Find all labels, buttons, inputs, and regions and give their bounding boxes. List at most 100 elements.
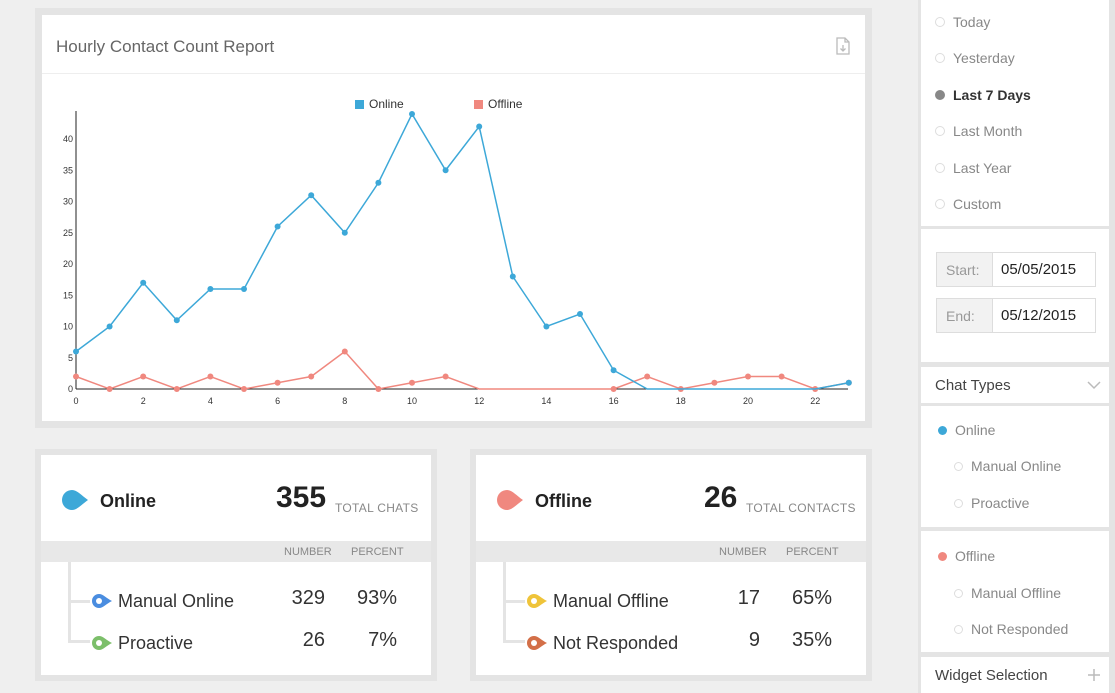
online-data-point xyxy=(140,279,147,286)
not-responded-number: 9 xyxy=(748,629,760,651)
x-tick-label: 0 xyxy=(73,396,78,406)
range-today[interactable]: Today xyxy=(921,11,990,33)
manual-online-number: 329 xyxy=(291,587,325,609)
offline-data-point xyxy=(745,373,751,380)
report-title: Hourly Contact Count Report xyxy=(56,37,275,56)
chat-type-offline[interactable]: Offline xyxy=(921,545,995,567)
offline-data-point xyxy=(610,386,617,392)
chat-type-not-responded[interactable]: Not Responded xyxy=(921,618,1068,640)
not-responded-percent: 35% xyxy=(791,629,832,651)
offline-summary-card: Offline 26 TOTAL CONTACTS NUMBER PERCENT… xyxy=(476,455,866,675)
offline-pin-icon xyxy=(497,490,523,510)
offline-data-point xyxy=(711,379,718,386)
offline-data-point xyxy=(375,386,382,392)
offline-data-point xyxy=(308,373,315,380)
proactive-label: Proactive xyxy=(118,633,194,653)
x-tick-label: 2 xyxy=(141,396,146,406)
offline-data-point xyxy=(442,373,449,380)
radio-icon xyxy=(935,199,945,209)
online-data-point xyxy=(577,311,583,317)
y-tick-label: 15 xyxy=(63,290,73,300)
offline-data-point xyxy=(207,373,214,380)
online-data-point xyxy=(543,323,550,330)
tree-branch xyxy=(68,600,90,603)
radio-icon xyxy=(935,163,945,173)
online-col-number: NUMBER xyxy=(284,546,332,558)
range-last-year[interactable]: Last Year xyxy=(921,157,1011,179)
offline-data-point xyxy=(778,373,785,380)
chat-type-manual-offline[interactable]: Manual Offline xyxy=(921,582,1061,604)
range-yesterday[interactable]: Yesterday xyxy=(921,47,1015,69)
x-tick-label: 4 xyxy=(208,396,213,406)
y-tick-label: 10 xyxy=(63,322,73,332)
tree-branch xyxy=(503,640,525,643)
range-label: Yesterday xyxy=(953,50,1015,66)
range-custom[interactable]: Custom xyxy=(921,193,1001,215)
range-label: Last 7 Days xyxy=(953,87,1031,103)
y-tick-label: 25 xyxy=(63,228,73,238)
offline-dot-icon xyxy=(938,551,947,561)
end-date-input[interactable] xyxy=(993,299,1095,332)
x-tick-label: 8 xyxy=(342,396,347,406)
online-data-point xyxy=(409,111,415,117)
filter-sidebar: Today Yesterday Last 7 Days Last Month L… xyxy=(918,0,1115,693)
x-tick-label: 14 xyxy=(541,396,551,406)
x-tick-label: 6 xyxy=(275,396,280,406)
radio-icon xyxy=(954,498,963,508)
x-tick-label: 22 xyxy=(810,396,820,406)
offline-summary-panel: Offline 26 TOTAL CONTACTS NUMBER PERCENT… xyxy=(470,449,872,681)
radio-icon xyxy=(935,126,945,136)
legend-swatch-offline xyxy=(474,100,483,109)
widget-selection-header[interactable]: Widget Selection xyxy=(921,657,1109,693)
online-data-point xyxy=(375,179,382,186)
offline-data-point xyxy=(409,379,415,386)
not-responded-pin-icon xyxy=(527,636,547,650)
online-summary-panel: Online 355 TOTAL CHATS NUMBER PERCENT Ma… xyxy=(35,449,437,681)
manual-offline-percent: 65% xyxy=(791,587,832,609)
y-tick-label: 40 xyxy=(63,134,73,144)
chat-type-proactive[interactable]: Proactive xyxy=(921,492,1029,514)
custom-date-box: Start: End: xyxy=(921,229,1109,362)
y-tick-label: 30 xyxy=(63,197,73,207)
legend-label-online: Online xyxy=(369,97,404,111)
chevron-down-icon xyxy=(1087,381,1101,390)
range-label: Today xyxy=(953,14,991,30)
start-date-input[interactable] xyxy=(993,253,1095,286)
chat-type-label: Manual Online xyxy=(971,458,1062,474)
online-summary-title: Online xyxy=(100,491,157,511)
offline-data-point xyxy=(341,348,348,355)
online-data-point xyxy=(610,367,617,374)
range-last-7-days[interactable]: Last 7 Days xyxy=(921,84,1031,106)
chat-types-header[interactable]: Chat Types xyxy=(921,367,1109,403)
not-responded-label: Not Responded xyxy=(553,633,679,653)
online-data-point xyxy=(173,317,180,324)
range-label: Last Month xyxy=(953,123,1023,139)
x-tick-label: 20 xyxy=(743,396,753,406)
date-range-box: Today Yesterday Last 7 Days Last Month L… xyxy=(921,0,1109,226)
proactive-pin-icon xyxy=(92,636,112,650)
online-total-value: 355 xyxy=(276,481,327,514)
radio-selected-icon xyxy=(935,90,945,100)
report-divider xyxy=(42,73,865,74)
legend-label-offline: Offline xyxy=(488,97,523,111)
online-data-point xyxy=(241,286,247,292)
manual-online-pin-icon xyxy=(92,594,112,608)
range-label: Custom xyxy=(953,196,1002,212)
y-tick-label: 35 xyxy=(63,165,73,175)
export-document-icon[interactable] xyxy=(835,37,851,55)
online-data-point xyxy=(442,167,449,174)
online-dot-icon xyxy=(938,425,947,435)
chat-type-online[interactable]: Online xyxy=(921,419,995,441)
range-last-month[interactable]: Last Month xyxy=(921,120,1022,142)
online-series-line xyxy=(75,112,849,390)
online-data-point xyxy=(341,229,348,236)
chat-type-manual-online[interactable]: Manual Online xyxy=(921,455,1061,477)
offline-col-percent: PERCENT xyxy=(786,546,839,558)
manual-online-label: Manual Online xyxy=(118,591,235,611)
chat-type-label: Proactive xyxy=(971,495,1030,511)
end-date-label: End: xyxy=(937,299,993,332)
online-table-header: NUMBER PERCENT xyxy=(41,541,431,562)
offline-types-box: Offline Manual Offline Not Responded xyxy=(921,531,1109,652)
offline-data-point xyxy=(140,373,147,380)
chat-type-label: Manual Offline xyxy=(971,585,1062,601)
